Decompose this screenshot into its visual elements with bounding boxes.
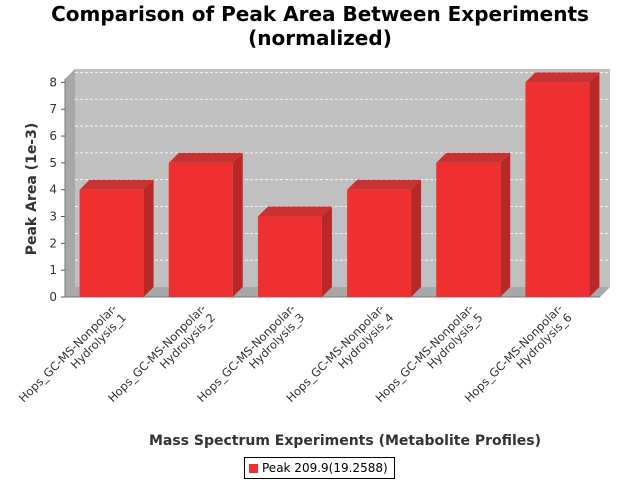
chart-title: Comparison of Peak Area Between Experime… <box>0 2 640 50</box>
bar-side <box>500 152 511 297</box>
y-tick-label: 0 <box>49 290 57 304</box>
x-tick-label-line: Hops_GC-MS-Nonpolar- <box>16 301 120 405</box>
y-tick-label: 3 <box>49 210 57 224</box>
bar <box>347 189 412 297</box>
y-tick-label: 7 <box>49 102 57 116</box>
bar-top <box>436 152 511 163</box>
chart-title-line1: Comparison of Peak Area Between Experime… <box>51 2 589 26</box>
chart-title-line2: (normalized) <box>248 26 392 50</box>
legend-swatch <box>249 463 258 473</box>
bar-side <box>321 206 332 297</box>
x-axis-title: Mass Spectrum Experiments (Metabolite Pr… <box>149 433 541 449</box>
y-tick-label: 8 <box>49 75 57 89</box>
bar <box>525 82 590 297</box>
legend-label: Peak 209.9(19.2588) <box>262 461 388 475</box>
bar-side <box>589 72 600 297</box>
bar-side <box>411 179 422 297</box>
bar <box>79 189 144 297</box>
bar-side <box>232 152 243 297</box>
y-tick-label: 2 <box>49 236 57 250</box>
bar-top <box>257 206 332 217</box>
bar-side <box>143 179 154 297</box>
y-tick-label: 4 <box>49 183 57 197</box>
bar <box>168 162 233 297</box>
bar-top <box>347 179 422 190</box>
plot-left-wall <box>65 69 75 297</box>
bar-top <box>79 179 154 190</box>
bar <box>257 216 322 297</box>
y-tick-label: 1 <box>49 263 57 277</box>
bar-top <box>525 72 600 83</box>
bar-top <box>168 152 243 163</box>
y-tick-label: 6 <box>49 129 57 143</box>
y-axis-title: Peak Area (1e-3) <box>24 123 40 256</box>
legend: Peak 209.9(19.2588) <box>244 457 395 479</box>
y-tick-label: 5 <box>49 156 57 170</box>
bar <box>436 162 501 297</box>
